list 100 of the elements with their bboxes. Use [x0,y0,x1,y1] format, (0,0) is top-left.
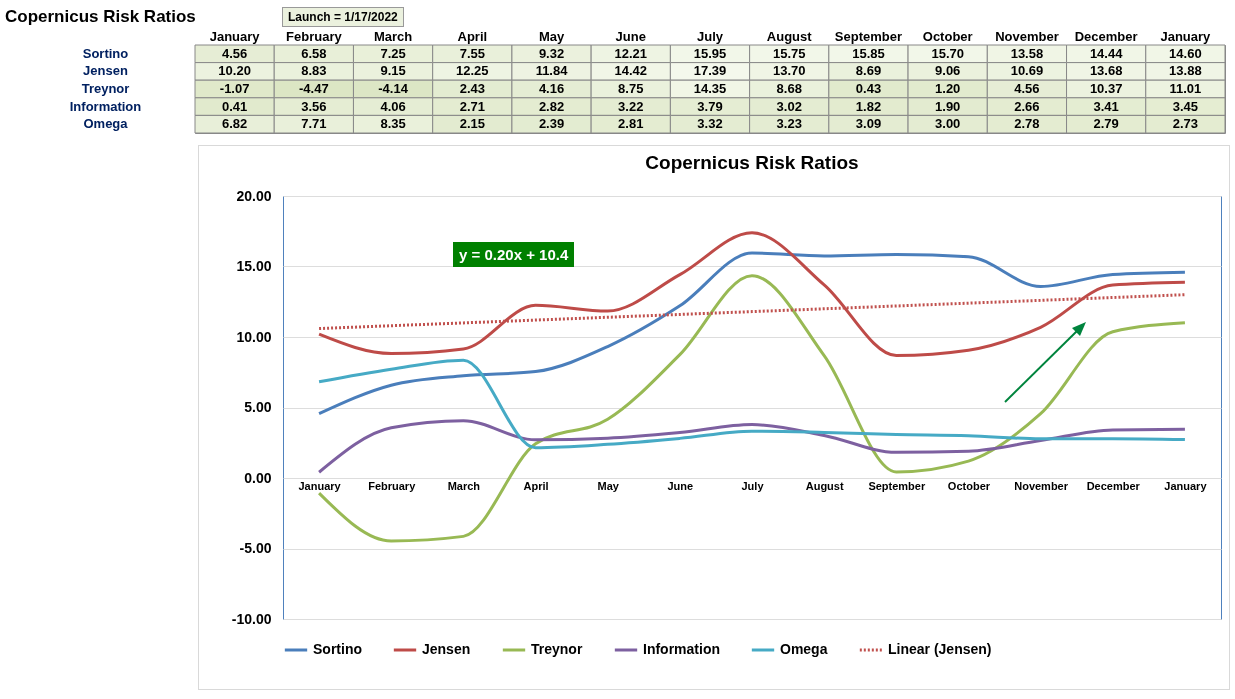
x-tick-label: August [766,28,813,44]
data-label: 10.20 [218,63,251,79]
data-label: 3.79 [697,98,723,114]
x-tick-label: August [805,479,844,492]
x-tick-label: October [947,479,991,492]
data-label: 11.01 [1169,81,1202,96]
y-tick-label: Information [69,98,142,114]
x-tick-label: April [523,479,549,492]
x-tick-label: January [1160,28,1212,44]
x-tick-label: May [538,28,565,44]
data-label: 2.78 [1014,116,1040,132]
x-tick-label: February [286,28,343,44]
data-label: 4.56 [221,45,248,61]
legend-label: Sortino [313,641,362,657]
data-label: 2.39 [538,116,565,132]
x-tick-label: September [868,479,926,492]
x-tick-label: January [1164,479,1208,492]
line-series [317,419,1187,474]
data-label: 2.71 [459,98,485,114]
x-tick-label: June [667,479,694,492]
data-label: 15.85 [852,45,885,61]
data-label: 2.73 [1172,116,1199,132]
data-label: 3.45 [1172,98,1199,114]
data-label: 4.16 [538,81,565,96]
x-tick-label: March [373,28,413,44]
data-label: 12.21 [614,45,648,61]
legend-label: Information [643,641,720,657]
data-label: -4.47 [299,81,329,96]
x-tick-label: July [696,28,724,44]
y-tick-label: Jensen [83,63,128,79]
data-label: 1.20 [935,81,961,96]
x-tick-label: September [834,28,903,44]
x-tick-label: June [615,28,646,44]
x-tick-label: May [597,479,620,492]
data-label: 10.37 [1089,81,1123,96]
y-tick-label: 10.00 [236,328,272,345]
x-tick-label: February [368,479,417,492]
x-tick-label: July [741,479,765,492]
data-label: 15.95 [693,45,727,61]
y-tick-label: Sortino [82,45,129,61]
data-label: 2.79 [1093,116,1119,132]
data-label: 3.23 [776,116,802,132]
data-label: 2.81 [618,116,644,132]
data-label: 12.25 [456,63,489,79]
data-label: 13.88 [1169,63,1202,79]
data-label: 7.71 [301,116,327,132]
x-tick-label: January [209,28,261,44]
line-series [317,231,1187,357]
data-label: 14.60 [1169,45,1202,61]
chart-title: Copernicus Risk Ratios [645,152,859,173]
data-label: 10.69 [1010,63,1044,79]
y-tick-label: 5.00 [244,399,272,415]
data-label: 9.06 [935,63,961,79]
data-label: 11.84 [535,63,569,79]
data-label: 13.58 [1010,45,1044,61]
data-label: 17.39 [693,63,727,79]
data-label: 8.75 [618,81,644,96]
data-label: 3.41 [1093,98,1119,114]
data-label: 7.55 [459,45,485,61]
x-tick-label: January [298,479,342,492]
data-label: 6.82 [221,116,248,132]
data-label: 0.43 [855,81,882,96]
annotation: y = 0.20x + 10.4 [453,242,575,267]
data-label: 1.82 [855,98,882,114]
legend-label: Jensen [422,641,471,657]
x-tick-label: October [922,28,973,44]
y-tick-label: -10.00 [231,610,272,627]
data-label: 7.25 [380,45,406,61]
data-label: 15.75 [772,45,806,61]
data-label: 1.90 [935,98,961,114]
data-label: 9.15 [380,63,406,79]
x-tick-label: November [1014,479,1069,492]
data-label: 3.00 [935,116,961,132]
y-tick-label: 20.00 [236,187,272,204]
data-label: -1.07 [219,81,250,96]
chart-title: Copernicus Risk Ratios [5,7,196,26]
data-label: 15.70 [931,45,964,61]
data-label: 4.06 [380,98,406,114]
x-tick-label: March [447,479,481,492]
data-label: 14.35 [693,81,727,96]
data-label: 8.68 [776,81,802,96]
legend-label: Linear (Jensen) [888,641,992,657]
data-label: 3.56 [301,98,327,114]
y-tick-label: 15.00 [236,258,272,274]
y-tick-label: Omega [83,116,129,132]
data-label: 8.69 [855,63,882,79]
data-label: 2.43 [459,81,485,96]
data-label: 3.32 [697,116,723,132]
data-label: 4.56 [1014,81,1040,96]
x-tick-label: November [995,28,1059,44]
data-label: 8.83 [301,63,327,79]
data-label: 2.82 [538,98,565,114]
text: Launch = 1/17/2022 [282,7,404,27]
x-tick-label: December [1074,28,1138,44]
data-label: 14.44 [1089,45,1124,61]
legend-label: Treynor [531,641,583,657]
data-label: 6.58 [301,45,327,61]
data-label: 13.70 [772,63,806,79]
y-tick-label: -5.00 [239,540,272,556]
legend-label: Omega [780,641,828,657]
